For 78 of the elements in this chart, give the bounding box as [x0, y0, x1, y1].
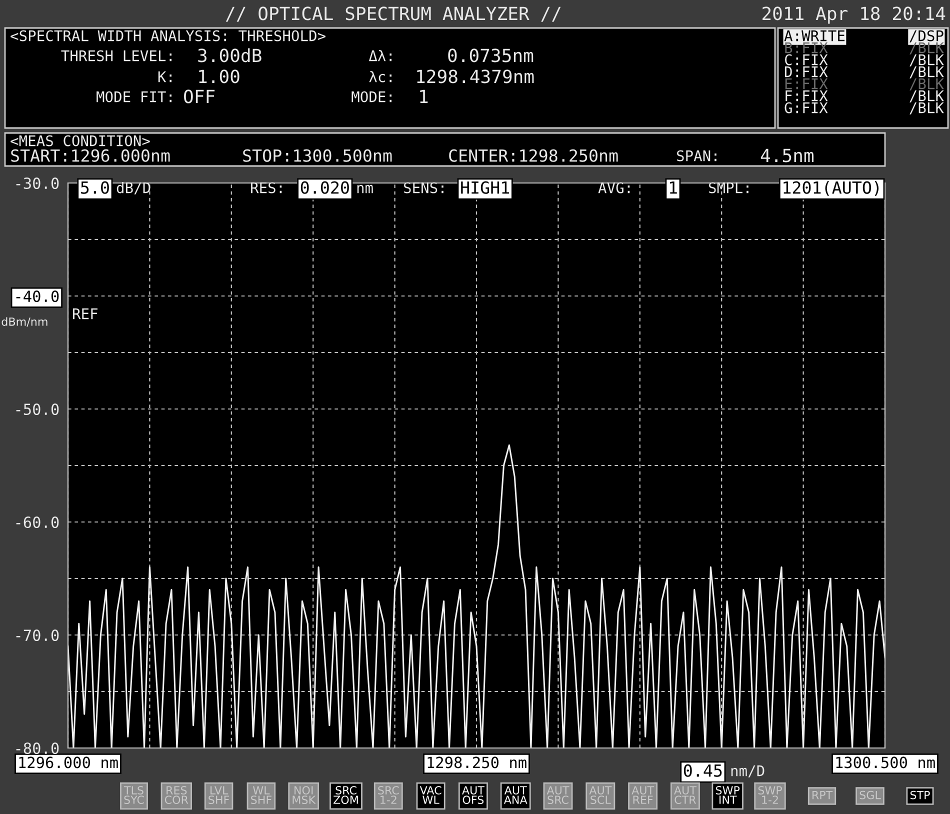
text: THRESH LEVEL:: [61, 50, 172, 62]
y-axis-title: dBm/nm: [2, 317, 48, 327]
text: SWP INT: [716, 786, 740, 804]
text: SWP 1-2: [758, 786, 782, 804]
text: 1: [420, 90, 428, 104]
chart-subtitle: 2011 Apr 18 20:14: [762, 6, 946, 24]
text: A:WRITE: [784, 30, 845, 42]
text: K:: [158, 71, 172, 82]
text: SRC ZOM: [334, 786, 358, 804]
text: AUT ANA: [504, 786, 528, 804]
text: 0.0735nm: [448, 48, 534, 62]
annotation: 1: [670, 181, 677, 194]
y-tick-label: -30.0: [16, 178, 59, 190]
annotation: nm: [357, 184, 373, 194]
text: /DSP: [910, 30, 944, 42]
text: C:FIX: [784, 54, 828, 66]
text: AUT SRC: [546, 786, 570, 804]
y-tick-label: -80.0: [16, 742, 59, 754]
annotation: 5.0: [81, 181, 109, 194]
text: G:FIX: [784, 102, 828, 114]
text: TLS SYC: [124, 786, 144, 804]
text: <MEAS CONDITION>: [10, 135, 150, 146]
text: MODE FIT:: [96, 91, 172, 102]
text: MODE:: [352, 91, 392, 102]
y-tick-label: -40.0: [16, 290, 59, 302]
text: SGL: [860, 790, 881, 800]
annotation: HIGH1: [461, 181, 510, 194]
text: 0.45: [684, 764, 722, 777]
text: /BLK: [910, 90, 944, 102]
text: WL SHF: [251, 786, 272, 804]
text: 1298.4379nm: [417, 70, 534, 84]
text: F:FIX: [786, 90, 828, 102]
text: nm/D: [731, 765, 764, 778]
annotation: SMPL:: [708, 182, 748, 194]
annotation: SENS:: [404, 182, 444, 194]
text: B:FIX: [785, 42, 828, 54]
text: /BLK: [910, 42, 944, 54]
text: /BLK: [910, 54, 944, 66]
x-tick-label: 1300.500 nm: [836, 756, 935, 768]
text: LVL SHF: [208, 786, 230, 804]
text: AUT SCL: [589, 786, 612, 804]
text: AUT REF: [632, 786, 654, 804]
text: RES COR: [164, 786, 188, 804]
text: SRC 1-2: [378, 786, 399, 804]
text: VAC WL: [420, 786, 442, 804]
text: 4.5nm: [760, 148, 814, 162]
text: /BLK: [910, 78, 944, 90]
y-tick-label: -70.0: [16, 630, 59, 642]
text: Δλ:: [368, 50, 392, 62]
text: /BLK: [910, 102, 944, 114]
text: E:FIX: [785, 78, 828, 90]
annotation: dB/D: [116, 182, 150, 194]
text: STP: [910, 790, 930, 800]
text: AUT OFS: [462, 786, 484, 804]
text: 3.00dB: [198, 48, 262, 62]
text: STOP:1300.500nm: [243, 149, 392, 162]
text: AUT CTR: [674, 786, 696, 804]
y-tick-label: -60.0: [16, 516, 59, 528]
annotation: REF: [73, 308, 98, 320]
text: CENTER:1298.250nm: [449, 149, 618, 162]
text: RPT: [812, 790, 833, 800]
text: <SPECTRAL WIDTH ANALYSIS: THRESHOLD>: [10, 30, 326, 42]
chart-title: // OPTICAL SPECTRUM ANALYZER //: [226, 6, 561, 22]
text: START:1296.000nm: [11, 149, 170, 162]
annotation: RES:: [251, 182, 282, 194]
text: 1.00: [199, 70, 240, 84]
text: SPAN:: [676, 150, 716, 162]
y-tick-label: -50.0: [16, 404, 59, 416]
text: λc:: [369, 70, 392, 82]
text: NOI MSK: [292, 786, 316, 804]
annotation: 1201(AUTO): [784, 180, 879, 196]
text: OFF: [184, 90, 215, 104]
text: /BLK: [910, 66, 944, 78]
annotation: AVG:: [598, 182, 630, 194]
text: D:FIX: [784, 66, 828, 78]
annotation: 0.020: [300, 181, 349, 194]
x-tick-label: 1296.000 nm: [19, 756, 118, 768]
x-tick-label: 1298.250 nm: [428, 756, 526, 768]
